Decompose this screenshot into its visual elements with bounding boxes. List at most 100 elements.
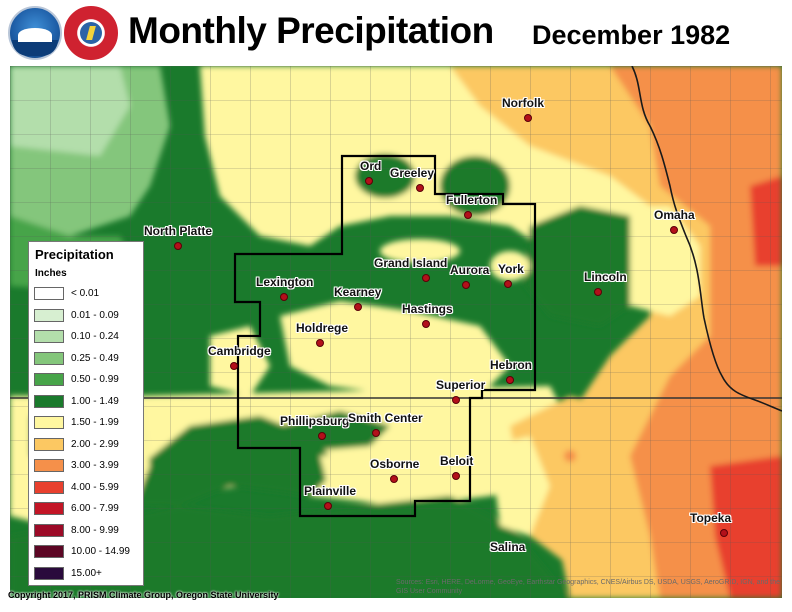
- city-lincoln-marker: [594, 287, 602, 296]
- city-lexington-label: Lexington: [256, 275, 314, 289]
- legend-item: 1.00 - 1.49: [34, 394, 140, 409]
- city-aurora[interactable]: Aurora: [450, 263, 489, 291]
- legend-swatch: [34, 545, 64, 558]
- city-topeka-marker: [720, 528, 728, 537]
- city-norfolk-marker: [524, 113, 532, 122]
- city-north-platte-label: North Platte: [144, 224, 213, 238]
- city-fullerton[interactable]: Fullerton: [446, 193, 497, 221]
- city-fullerton-marker: [464, 210, 472, 219]
- city-norfolk[interactable]: Norfolk: [502, 96, 544, 124]
- city-holdrege-label: Holdrege: [296, 321, 349, 335]
- city-ord[interactable]: Ord: [360, 159, 381, 187]
- legend-swatch: [34, 416, 64, 429]
- city-salina[interactable]: Salina: [490, 540, 525, 554]
- city-omaha[interactable]: Omaha: [654, 208, 695, 236]
- attribution-text: Sources: Esri, HERE, DeLorme, GeoEye, Ea…: [396, 579, 780, 595]
- legend-label: 15.00+: [71, 567, 102, 579]
- missouri-river: [631, 66, 782, 412]
- legend-item: 3.00 - 3.99: [34, 459, 140, 473]
- city-plainville-marker: [324, 501, 332, 510]
- legend-label: 0.50 - 0.99: [71, 374, 119, 385]
- noaa-logo-sea: [12, 40, 58, 56]
- city-plainville-label: Plainville: [304, 484, 357, 498]
- legend-label: 0.25 - 0.49: [71, 352, 119, 364]
- city-omaha-label: Omaha: [654, 208, 695, 222]
- legend-swatch: [34, 394, 64, 408]
- city-aurora-label: Aurora: [450, 263, 490, 277]
- legend-units: Inches: [35, 268, 67, 279]
- city-holdrege[interactable]: Holdrege: [296, 321, 348, 349]
- city-salina-label: Salina: [490, 540, 526, 554]
- city-kearney-marker: [354, 302, 362, 311]
- legend-item: < 0.01: [34, 287, 140, 301]
- legend-swatch: [34, 287, 64, 300]
- city-ord-marker: [365, 176, 373, 185]
- map-header: Monthly Precipitation December 1982: [0, 0, 792, 66]
- legend-label: 1.50 - 1.99: [71, 417, 119, 428]
- city-beloit[interactable]: Beloit: [440, 454, 473, 482]
- city-topeka-label: Topeka: [690, 511, 732, 525]
- city-superior-marker: [452, 395, 460, 404]
- city-beloit-label: Beloit: [440, 454, 474, 468]
- legend-swatch: [34, 566, 64, 580]
- city-lexington[interactable]: Lexington: [256, 275, 313, 303]
- city-grand-island[interactable]: Grand Island: [374, 256, 447, 284]
- city-phillipsburg[interactable]: Phillipsburg: [280, 414, 349, 442]
- city-hebron[interactable]: Hebron: [490, 358, 532, 386]
- legend-swatch: [34, 351, 64, 365]
- city-cambridge-label: Cambridge: [208, 344, 271, 358]
- city-plainville[interactable]: Plainville: [304, 484, 356, 512]
- noaa-logo: [8, 6, 62, 60]
- city-osborne[interactable]: Osborne: [370, 457, 419, 485]
- city-york-marker: [504, 279, 512, 288]
- city-north-platte-marker: [174, 241, 182, 250]
- map-legend: Precipitation Inches < 0.01 0.01 - 0.09 0.…: [28, 241, 144, 586]
- city-smith-center[interactable]: Smith Center: [348, 411, 423, 439]
- legend-title: Precipitation: [35, 247, 114, 262]
- city-york-label: York: [498, 262, 524, 276]
- legend-label: 8.00 - 9.99: [71, 524, 119, 536]
- city-greeley[interactable]: Greeley: [390, 166, 434, 194]
- city-lincoln[interactable]: Lincoln: [584, 270, 627, 298]
- city-kearney[interactable]: Kearney: [334, 285, 381, 313]
- legend-swatch: [34, 502, 64, 515]
- city-cambridge-marker: [230, 361, 238, 370]
- city-north-platte[interactable]: North Platte: [144, 224, 212, 252]
- city-superior[interactable]: Superior: [436, 378, 485, 406]
- city-smith-center-label: Smith Center: [348, 411, 423, 425]
- city-kearney-label: Kearney: [334, 285, 382, 299]
- city-phillipsburg-label: Phillipsburg: [280, 414, 350, 428]
- legend-item: 15.00+: [34, 566, 140, 581]
- city-grand-island-marker: [422, 273, 430, 282]
- legend-label: 4.00 - 5.99: [71, 481, 119, 493]
- city-fullerton-label: Fullerton: [446, 193, 498, 207]
- city-ord-label: Ord: [360, 159, 382, 173]
- legend-item: 8.00 - 9.99: [34, 523, 140, 538]
- city-omaha-marker: [670, 225, 678, 234]
- legend-label: 10.00 - 14.99: [71, 546, 130, 557]
- city-hastings-label: Hastings: [402, 302, 453, 316]
- legend-label: 0.10 - 0.24: [71, 331, 119, 342]
- copyright-text: Copyright 2017, PRISM Climate Group, Ore…: [8, 590, 279, 600]
- map-date: December 1982: [532, 20, 731, 50]
- legend-label: < 0.01: [71, 288, 100, 299]
- city-cambridge[interactable]: Cambridge: [208, 344, 271, 372]
- city-york[interactable]: York: [498, 262, 524, 290]
- legend-item: 1.50 - 1.99: [34, 416, 140, 430]
- legend-swatch: [34, 308, 64, 322]
- legend-label: 0.01 - 0.09: [71, 309, 119, 321]
- legend-item: 6.00 - 7.99: [34, 502, 140, 516]
- city-beloit-marker: [452, 471, 460, 480]
- city-topeka[interactable]: Topeka: [690, 511, 731, 539]
- city-lincoln-label: Lincoln: [584, 270, 627, 284]
- legend-item: 0.25 - 0.49: [34, 351, 140, 366]
- map-title: Monthly Precipitation: [128, 10, 494, 51]
- legend-swatch: [34, 523, 64, 537]
- legend-label: 6.00 - 7.99: [71, 503, 119, 514]
- legend-item: 4.00 - 5.99: [34, 480, 140, 495]
- city-lexington-marker: [280, 292, 288, 301]
- legend-swatch: [34, 459, 64, 472]
- city-hastings[interactable]: Hastings: [402, 302, 453, 330]
- city-greeley-label: Greeley: [390, 166, 435, 180]
- city-hastings-marker: [422, 319, 430, 328]
